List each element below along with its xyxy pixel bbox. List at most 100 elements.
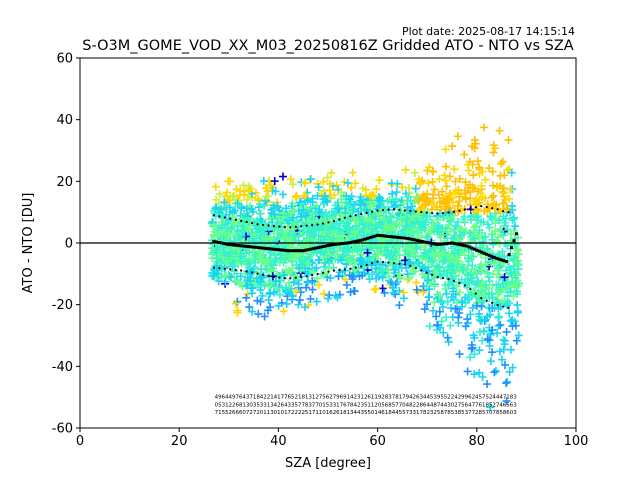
data-point: [441, 256, 450, 265]
data-point: [308, 285, 317, 294]
data-point: [500, 340, 509, 349]
data-point: [225, 196, 234, 205]
data-point: [312, 210, 321, 219]
data-point: [455, 197, 464, 206]
data-point: [340, 177, 349, 186]
std-lower-marker: [485, 299, 488, 302]
data-point: [326, 191, 335, 200]
data-point: [486, 212, 495, 221]
data-point: [478, 266, 487, 275]
data-point: [349, 286, 358, 295]
data-point: [463, 271, 472, 280]
std-lower-marker: [212, 266, 216, 269]
data-point: [492, 237, 501, 246]
data-point: [496, 320, 505, 329]
data-point: [479, 217, 488, 226]
data-point: [494, 233, 503, 242]
data-point: [475, 226, 484, 235]
data-point: [265, 273, 274, 282]
data-point: [260, 281, 269, 290]
data-point: [254, 194, 263, 203]
data-point: [233, 308, 242, 317]
data-point: [279, 209, 288, 218]
data-point: [484, 205, 493, 214]
std-lower-marker: [463, 284, 466, 287]
data-point: [492, 366, 501, 375]
data-point: [323, 173, 332, 182]
data-point: [470, 184, 479, 193]
data-point: [222, 188, 231, 197]
data-point: [498, 355, 507, 364]
std-upper-marker: [278, 225, 281, 228]
data-point: [505, 309, 514, 318]
data-point: [371, 264, 380, 273]
data-point: [383, 197, 392, 206]
data-point: [319, 289, 328, 298]
data-point: [475, 368, 484, 377]
data-point: [437, 317, 446, 326]
std-upper-marker: [311, 224, 314, 227]
data-point: [364, 252, 373, 261]
data-point: [502, 379, 511, 388]
data-point: [442, 182, 451, 191]
data-point: [348, 168, 357, 177]
data-point: [380, 288, 389, 297]
std-upper-marker: [452, 210, 456, 213]
data-point: [239, 181, 248, 190]
data-point: [273, 201, 282, 210]
std-upper-marker: [343, 216, 346, 219]
data-point: [409, 212, 418, 221]
data-point: [489, 191, 498, 200]
data-point: [470, 333, 479, 342]
std-lower-marker: [469, 287, 472, 291]
std-upper-marker: [409, 209, 412, 213]
data-point: [428, 257, 437, 266]
data-point: [254, 283, 263, 292]
data-point: [319, 177, 328, 186]
data-point: [451, 258, 460, 267]
data-point: [312, 263, 321, 272]
data-point: [215, 190, 224, 199]
std-upper-marker: [360, 212, 363, 216]
data-point: [441, 145, 450, 154]
std-upper-marker: [332, 220, 336, 223]
data-point: [232, 195, 241, 204]
data-point: [327, 168, 336, 177]
data-point: [441, 176, 450, 185]
data-point: [346, 213, 355, 222]
data-point: [236, 272, 245, 281]
std-lower-marker: [251, 271, 254, 274]
data-point: [511, 258, 520, 267]
data-point: [255, 209, 264, 218]
data-point: [267, 209, 276, 218]
std-upper-marker: [431, 212, 434, 215]
std-upper-marker: [387, 208, 390, 211]
data-point: [452, 282, 461, 291]
std-upper-marker: [496, 208, 499, 211]
std-upper-marker: [338, 218, 341, 221]
std-upper-marker: [294, 225, 297, 228]
data-point: [233, 227, 242, 236]
data-point: [487, 289, 496, 298]
data-point: [435, 175, 444, 184]
data-point: [272, 218, 281, 227]
std-lower-marker: [349, 267, 352, 270]
std-upper-marker: [272, 224, 276, 228]
data-point: [236, 186, 245, 195]
data-point: [428, 177, 437, 186]
data-point: [294, 300, 303, 309]
data-point: [378, 284, 387, 293]
std-upper-marker: [371, 210, 374, 213]
data-point: [326, 179, 335, 188]
data-point: [484, 273, 493, 282]
data-point: [495, 347, 504, 356]
data-point: [411, 184, 420, 193]
data-point: [438, 303, 447, 312]
data-point: [496, 171, 505, 180]
data-point: [306, 294, 315, 303]
std-lower-marker: [289, 277, 292, 280]
std-upper-marker: [223, 216, 226, 219]
std-upper-marker: [283, 226, 286, 229]
data-point: [468, 303, 477, 312]
data-point: [461, 195, 470, 204]
